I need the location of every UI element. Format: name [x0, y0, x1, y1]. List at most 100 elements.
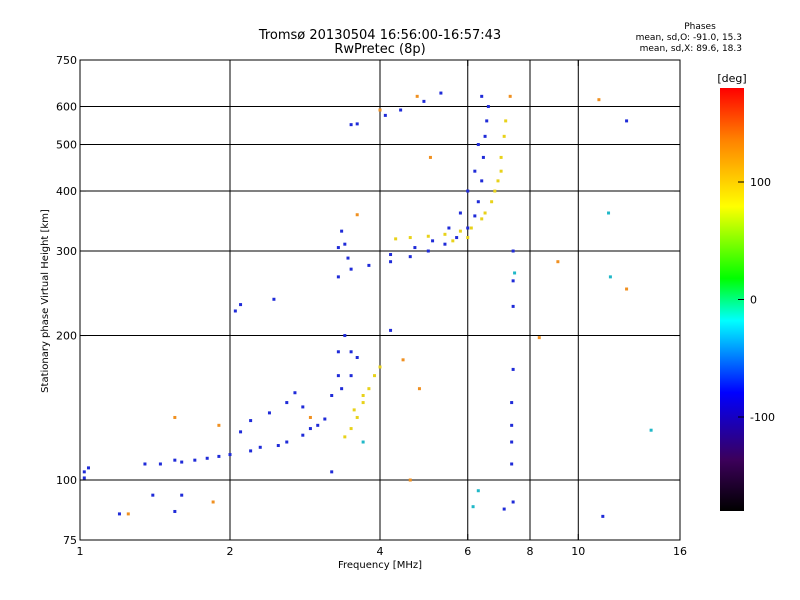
data-point — [285, 440, 289, 444]
data-point — [336, 350, 340, 354]
data-point — [466, 236, 470, 240]
chart-subtitle: RwPretec (8p) — [334, 42, 426, 57]
data-points — [82, 91, 653, 518]
y-tick-label: 600 — [56, 101, 77, 114]
data-point — [510, 423, 514, 427]
phases-o-stats: mean, sd,O: -91.0, 15.3 — [635, 33, 742, 43]
colorbar: [deg] 100 0 -100 — [717, 72, 775, 511]
data-point — [428, 155, 432, 159]
data-point — [301, 433, 305, 437]
data-point — [502, 134, 506, 138]
data-point — [180, 460, 184, 464]
data-point — [511, 367, 515, 371]
data-point — [426, 249, 430, 253]
data-point — [408, 255, 412, 259]
data-point — [217, 423, 221, 427]
data-point — [373, 374, 377, 378]
data-point — [508, 94, 512, 98]
data-point — [389, 328, 393, 332]
data-point — [502, 507, 506, 511]
data-point — [608, 275, 612, 279]
data-point — [476, 143, 480, 147]
data-point — [473, 169, 477, 173]
data-point — [649, 428, 653, 432]
data-point — [426, 234, 430, 238]
x-tick-label: 1 — [77, 545, 84, 558]
data-point — [408, 478, 412, 482]
data-point — [349, 267, 353, 271]
data-point — [485, 119, 489, 123]
data-point — [408, 236, 412, 240]
y-tick-label: 75 — [63, 534, 77, 547]
data-point — [537, 336, 541, 340]
data-point — [511, 279, 515, 283]
data-point — [431, 239, 435, 243]
data-point — [481, 155, 485, 159]
data-point — [143, 462, 147, 466]
data-point — [173, 458, 177, 462]
data-point — [607, 211, 611, 215]
data-point — [499, 155, 503, 159]
x-tick-label: 4 — [377, 545, 384, 558]
data-point — [336, 275, 340, 279]
data-point — [513, 271, 517, 275]
data-point — [361, 394, 365, 398]
data-point — [496, 179, 500, 183]
data-point — [510, 462, 514, 466]
y-tick-label: 300 — [56, 245, 77, 258]
gridlines — [80, 60, 680, 540]
data-point — [336, 374, 340, 378]
data-point — [417, 387, 421, 391]
data-point — [458, 211, 462, 215]
data-point — [510, 440, 514, 444]
data-point — [343, 334, 347, 338]
data-point — [301, 405, 305, 409]
data-point — [276, 444, 280, 448]
x-tick-label: 6 — [464, 545, 471, 558]
data-point — [330, 394, 334, 398]
data-point — [476, 489, 480, 493]
data-point — [346, 256, 350, 260]
y-tick-label: 500 — [56, 139, 77, 152]
data-point — [469, 226, 473, 230]
data-point — [239, 430, 243, 434]
data-point — [422, 99, 426, 103]
data-point — [511, 249, 515, 253]
data-point — [330, 470, 334, 474]
data-point — [233, 309, 237, 313]
data-point — [480, 179, 484, 183]
data-point — [597, 98, 601, 102]
data-point — [399, 108, 403, 112]
data-point — [480, 217, 484, 221]
data-point — [336, 246, 340, 250]
data-point — [285, 401, 289, 405]
colorbar-tick-label: 0 — [750, 294, 757, 307]
data-point — [493, 189, 497, 193]
data-point — [293, 391, 297, 395]
data-point — [625, 287, 629, 291]
data-point — [483, 211, 487, 215]
data-point — [471, 505, 475, 509]
data-point — [625, 119, 629, 123]
data-point — [180, 493, 184, 497]
data-point — [378, 108, 382, 112]
data-point — [473, 214, 477, 218]
data-point — [340, 387, 344, 391]
data-point — [480, 94, 484, 98]
data-point — [389, 253, 393, 257]
data-point — [483, 134, 487, 138]
y-tick-label: 750 — [56, 54, 77, 67]
colorbar-tick-label: 100 — [750, 176, 771, 189]
data-point — [466, 189, 470, 193]
data-point — [193, 458, 197, 462]
data-point — [466, 226, 470, 230]
data-point — [343, 435, 347, 439]
data-point — [272, 297, 276, 301]
data-point — [349, 350, 353, 354]
data-point — [308, 427, 312, 431]
data-point — [383, 113, 387, 117]
data-point — [443, 232, 447, 236]
data-point — [158, 462, 162, 466]
data-point — [458, 229, 462, 233]
data-point — [211, 500, 215, 504]
